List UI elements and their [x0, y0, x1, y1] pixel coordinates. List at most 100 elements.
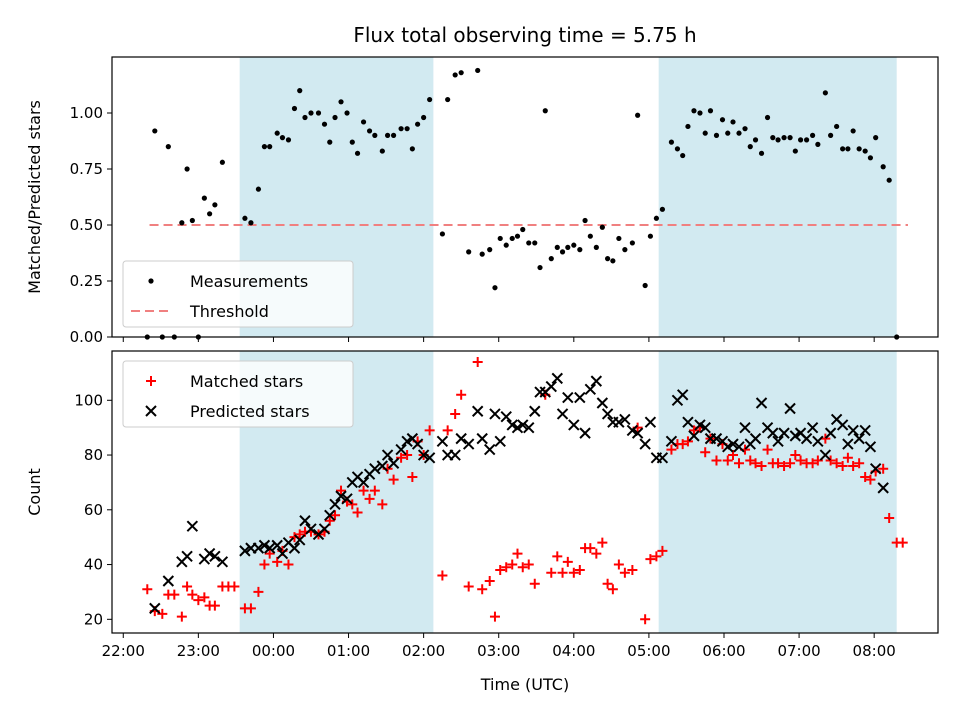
data-point	[702, 130, 708, 136]
data-point	[756, 460, 767, 471]
x-tick-label: 04:00	[552, 642, 595, 660]
data-point	[181, 550, 193, 563]
data-point	[739, 421, 751, 434]
data-point	[187, 589, 198, 600]
data-point	[529, 405, 541, 417]
data-point	[772, 435, 784, 448]
data-point	[462, 438, 475, 450]
data-point	[812, 435, 824, 448]
data-point	[797, 137, 804, 143]
data-point	[865, 474, 876, 485]
data-point	[336, 485, 347, 496]
data-point	[790, 450, 801, 461]
data-point	[354, 150, 361, 156]
data-point	[819, 449, 832, 461]
data-point	[825, 455, 836, 466]
data-point	[344, 110, 350, 116]
data-point	[189, 217, 195, 224]
legend-label: Matched stars	[190, 372, 303, 391]
data-point	[640, 614, 651, 625]
data-point	[711, 455, 722, 466]
data-point	[579, 427, 591, 439]
data-point	[229, 581, 240, 592]
data-point	[387, 457, 400, 469]
data-point	[483, 443, 496, 456]
data-point	[390, 132, 397, 138]
data-point	[758, 150, 765, 156]
data-point	[352, 507, 363, 518]
data-point	[369, 463, 381, 475]
data-point	[651, 551, 662, 562]
data-point	[710, 432, 723, 445]
data-point	[779, 460, 790, 471]
data-point	[526, 240, 532, 246]
data-point	[263, 542, 276, 554]
data-point	[682, 416, 694, 428]
data-point	[458, 70, 464, 76]
data-point	[800, 432, 813, 445]
data-point	[274, 130, 280, 136]
data-point	[497, 235, 503, 242]
data-point	[272, 556, 283, 567]
data-point	[688, 425, 699, 436]
data-point	[271, 539, 283, 552]
data-point	[847, 424, 859, 437]
data-point	[463, 581, 474, 592]
data-point	[449, 449, 461, 461]
data-point	[556, 408, 569, 420]
data-point	[571, 242, 577, 248]
data-point	[479, 251, 485, 257]
data-point	[437, 570, 448, 581]
data-point	[242, 215, 248, 221]
data-point	[523, 559, 534, 570]
data-point	[552, 551, 563, 562]
data-point	[142, 584, 153, 595]
data-point	[162, 575, 175, 587]
data-point	[489, 408, 501, 420]
data-point	[201, 195, 207, 201]
data-point	[659, 206, 666, 212]
legend: Measurements Threshold	[122, 260, 354, 328]
data-point	[445, 96, 451, 103]
data-point	[601, 408, 614, 420]
data-point	[585, 543, 596, 554]
data-point	[856, 146, 862, 152]
data-point	[591, 548, 602, 559]
data-point	[860, 471, 871, 482]
data-point	[815, 141, 821, 147]
data-point	[423, 452, 436, 464]
data-point	[613, 559, 624, 570]
data-point	[179, 220, 185, 226]
plot-frame	[111, 56, 939, 338]
data-point	[736, 130, 742, 136]
legend-marker	[148, 278, 154, 284]
data-point	[276, 547, 289, 560]
data-point	[532, 240, 538, 246]
data-point	[619, 567, 630, 578]
data-point	[199, 592, 210, 603]
data-point	[402, 450, 413, 461]
data-point	[750, 458, 761, 469]
data-point	[820, 433, 831, 444]
data-point	[574, 565, 585, 576]
data-point	[607, 584, 618, 595]
legend-box	[122, 360, 354, 428]
legend-marker	[146, 376, 156, 386]
data-point	[529, 578, 540, 589]
series-measurements	[144, 67, 900, 340]
data-point	[551, 372, 563, 385]
data-point	[407, 471, 418, 482]
data-point	[854, 458, 865, 469]
x-tick-label: 01:00	[327, 642, 370, 660]
data-point	[869, 463, 882, 475]
data-point	[848, 460, 859, 471]
data-point	[475, 67, 481, 74]
data-point	[248, 220, 254, 226]
data-point	[169, 589, 180, 600]
data-point	[677, 439, 688, 450]
data-point	[329, 498, 341, 511]
data-point	[862, 148, 868, 154]
data-point	[299, 515, 311, 527]
data-point	[657, 545, 668, 556]
